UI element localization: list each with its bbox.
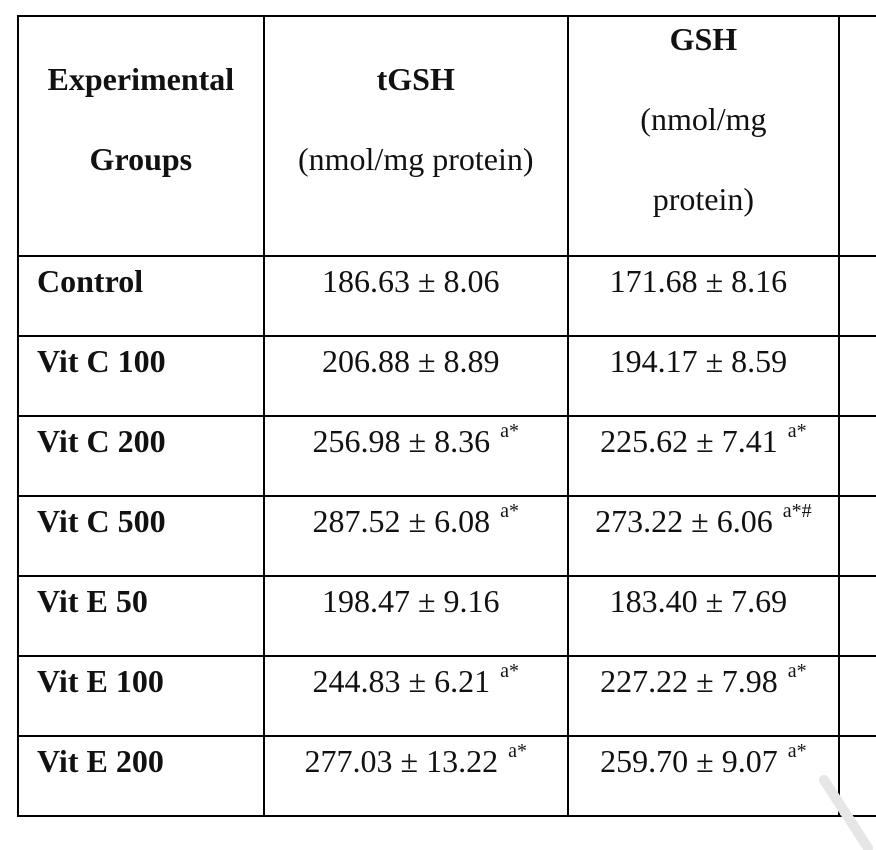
gsh-value: 273.22 ± 6.06 a*# xyxy=(595,500,812,539)
header-groups-line1: Experimental xyxy=(47,61,235,97)
gsh-value: 194.17 ± 8.59 xyxy=(609,343,788,379)
header-gsh: GSH (nmol/mg protein) xyxy=(566,15,840,257)
header-row: Experimental Groups tGSH (nmol/mg protei… xyxy=(17,15,876,257)
gsh-value: 227.22 ± 7.98 a* xyxy=(600,660,807,699)
table-row: Control 186.63 ± 8.06 171.68 ± 8.16 xyxy=(17,255,876,337)
cut-off-cell xyxy=(837,655,876,737)
tgsh-value: 206.88 ± 8.89 xyxy=(321,343,500,379)
table-row: Vit C 500 287.52 ± 6.08 a* 273.22 ± 6.06 a… xyxy=(17,495,876,577)
cut-off-cell xyxy=(837,495,876,577)
header-tgsh-name: tGSH xyxy=(376,61,455,97)
header-cut-off-column xyxy=(837,15,876,257)
significance-marker: a* xyxy=(787,660,807,682)
table-row: Vit E 200 277.03 ± 13.22 a* 259.70 ± 9.07… xyxy=(17,735,876,817)
significance-marker: a* xyxy=(500,660,519,682)
table-row: Vit C 200 256.98 ± 8.36 a* 225.62 ± 7.41 a… xyxy=(17,415,876,497)
significance-marker: a* xyxy=(787,740,807,762)
header-tgsh: tGSH (nmol/mg protein) xyxy=(262,15,569,257)
cut-off-cell xyxy=(837,735,876,817)
significance-marker: a* xyxy=(508,740,527,762)
significance-marker: a* xyxy=(500,500,519,522)
cut-off-cell xyxy=(837,575,876,657)
row-group-label: Vit E 50 xyxy=(37,583,148,619)
results-table-container: Experimental Groups tGSH (nmol/mg protei… xyxy=(17,15,876,817)
tgsh-value: 198.47 ± 9.16 xyxy=(321,583,500,619)
header-gsh-unit-line1: (nmol/mg xyxy=(640,101,767,137)
header-groups: Experimental Groups xyxy=(17,15,265,257)
table-row: Vit E 50 198.47 ± 9.16 183.40 ± 7.69 xyxy=(17,575,876,657)
table-row: Vit E 100 244.83 ± 6.21 a* 227.22 ± 7.98 a… xyxy=(17,655,876,737)
row-group-label: Control xyxy=(37,263,144,299)
gsh-value: 171.68 ± 8.16 xyxy=(609,263,788,299)
row-group-label: Vit C 200 xyxy=(37,423,166,459)
header-tgsh-unit: (nmol/mg protein) xyxy=(297,141,534,177)
gsh-value: 259.70 ± 9.07 a* xyxy=(600,740,807,779)
significance-marker: a* xyxy=(787,420,807,442)
gsh-value: 225.62 ± 7.41 a* xyxy=(600,420,807,459)
gsh-value: 183.40 ± 7.69 xyxy=(609,583,788,619)
significance-marker: a* xyxy=(500,420,519,442)
tgsh-value: 256.98 ± 8.36 a* xyxy=(312,420,519,459)
results-table: Experimental Groups tGSH (nmol/mg protei… xyxy=(17,15,876,817)
tgsh-value: 277.03 ± 13.22 a* xyxy=(304,740,527,779)
tgsh-value: 244.83 ± 6.21 a* xyxy=(312,660,519,699)
header-gsh-name: GSH xyxy=(669,21,738,57)
header-groups-line2: Groups xyxy=(89,141,193,177)
cut-off-cell xyxy=(837,415,876,497)
table-row: Vit C 100 206.88 ± 8.89 194.17 ± 8.59 xyxy=(17,335,876,417)
cut-off-cell xyxy=(837,335,876,417)
header-gsh-unit-line2: protein) xyxy=(652,181,755,217)
tgsh-value: 186.63 ± 8.06 xyxy=(321,263,500,299)
row-group-label: Vit C 100 xyxy=(37,343,166,379)
row-group-label: Vit E 200 xyxy=(37,743,164,779)
row-group-label: Vit C 500 xyxy=(37,503,166,539)
significance-marker: a*# xyxy=(782,500,812,522)
row-group-label: Vit E 100 xyxy=(37,663,164,699)
cut-off-cell xyxy=(837,255,876,337)
tgsh-value: 287.52 ± 6.08 a* xyxy=(312,500,519,539)
